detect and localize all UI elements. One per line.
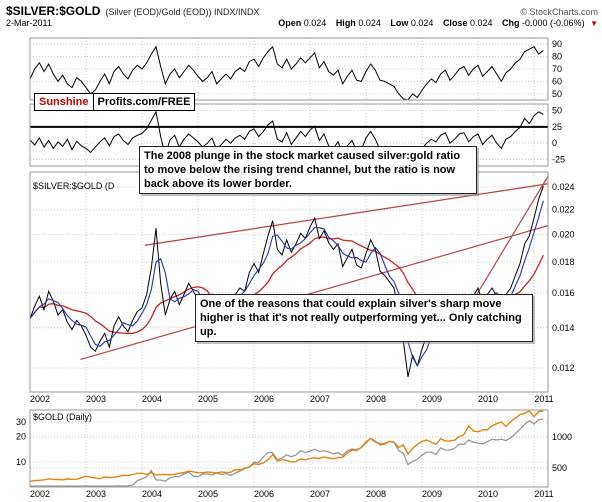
axis-tick-label: 0 <box>552 138 557 148</box>
annotation-box-2008-plunge: The 2008 plunge in the stock market caus… <box>139 146 477 194</box>
watermark-brand: Sunshine <box>35 94 94 110</box>
axis-tick-label: 80 <box>552 52 562 62</box>
x-axis-year-label: 2007 <box>310 489 330 499</box>
axis-tick-label: 0.012 <box>552 363 575 373</box>
main-panel-label: $SILVER:$GOLD (D <box>33 181 115 191</box>
high-label: High <box>335 18 356 28</box>
x-axis-year-label: 2006 <box>254 394 274 404</box>
x-axis-year-label: 2002 <box>30 394 50 404</box>
x-axis-year-label: 2008 <box>366 394 386 404</box>
panel-border <box>29 409 549 488</box>
axis-tick-label: 90 <box>552 39 562 49</box>
change-down-arrow-icon: ▼ <box>590 19 598 28</box>
x-axis-year-label: 2009 <box>422 394 442 404</box>
axis-tick-label: 1000 <box>552 432 572 442</box>
axis-tick-label: 20 <box>16 432 26 442</box>
panel-border <box>29 37 549 101</box>
open-value: 0.024 <box>303 18 327 28</box>
close-value: 0.024 <box>469 18 493 28</box>
x-axis-year-label: 2007 <box>310 394 330 404</box>
x-axis-year-label: 2003 <box>86 394 106 404</box>
x-axis-year-label: 2004 <box>142 394 162 404</box>
axis-tick-label: 0.016 <box>552 288 575 298</box>
axis-tick-label: 0.014 <box>552 323 575 333</box>
watermark-text: Profits.com/FREE <box>97 96 191 108</box>
axis-tick-label: 0.018 <box>552 257 575 267</box>
annotation-box-catching-up: One of the reasons that could explain si… <box>195 294 533 342</box>
bottom-panel-label: $GOLD (Daily) <box>33 412 93 422</box>
chg-label: Chg <box>502 18 520 28</box>
axis-tick-label: 30 <box>16 417 26 427</box>
open-label: Open <box>278 18 302 28</box>
axis-tick-label: 60 <box>552 76 562 86</box>
channel-upper-trendline <box>144 183 548 246</box>
x-axis-year-label: 2008 <box>366 489 386 499</box>
sunshine-profits-watermark: Sunshine Profits.com/FREE <box>34 93 196 111</box>
symbol-title: $SILVER:$GOLD <box>6 4 101 18</box>
axis-tick-label: 50 <box>552 89 562 99</box>
symbol-description: (Silver (EOD)/Gold (EOD)) INDX/INDX <box>105 7 260 17</box>
x-axis-year-label: 2009 <box>422 489 442 499</box>
axis-tick-label: 0.020 <box>552 230 575 240</box>
low-value: 0.024 <box>410 18 434 28</box>
x-axis-year-label: 2006 <box>254 489 274 499</box>
chart-header: $SILVER:$GOLD (Silver (EOD)/Gold (EOD)) … <box>6 4 598 18</box>
x-axis-year-label: 2005 <box>198 489 218 499</box>
quote-row: 2-Mar-2011 Open 0.024 High 0.024 Low 0.0… <box>6 18 598 28</box>
x-axis-year-label: 2011 <box>534 489 553 499</box>
indicator2-line <box>30 110 544 164</box>
x-axis-year-label: 2005 <box>198 394 218 404</box>
close-label: Close <box>442 18 468 28</box>
axis-tick-label: 0.024 <box>552 182 575 192</box>
axis-tick-label: 25 <box>552 122 562 132</box>
x-axis-year-label: 2011 <box>534 394 553 404</box>
x-axis-year-label: 2010 <box>478 394 498 404</box>
axis-tick-label: 70 <box>552 64 562 74</box>
axis-tick-label: 50 <box>552 106 562 116</box>
axis-tick-label: -25 <box>552 154 565 164</box>
copyright: © StockCharts.com <box>520 7 598 17</box>
panel-border <box>29 171 549 393</box>
channel-lower-trendline <box>80 225 548 361</box>
axis-tick-label: 10 <box>16 457 26 467</box>
gold-line <box>30 410 544 483</box>
x-axis-year-label: 2010 <box>478 489 498 499</box>
axis-tick-label: 0.022 <box>552 205 575 215</box>
x-axis-year-label: 2004 <box>142 489 162 499</box>
silver-line <box>30 418 544 487</box>
chg-value: -0.000 (-0.06%) <box>522 18 585 28</box>
x-axis-year-label: 2003 <box>86 489 106 499</box>
low-label: Low <box>390 18 409 28</box>
axis-tick-label: 500 <box>552 463 567 473</box>
ratio-line <box>30 185 544 378</box>
indicator1-line <box>30 45 544 100</box>
x-axis-year-label: 2002 <box>30 489 50 499</box>
quote-date: 2-Mar-2011 <box>6 18 52 28</box>
quote-line: Open 0.024 High 0.024 Low 0.024 Close 0.… <box>271 18 598 28</box>
high-value: 0.024 <box>358 18 381 28</box>
